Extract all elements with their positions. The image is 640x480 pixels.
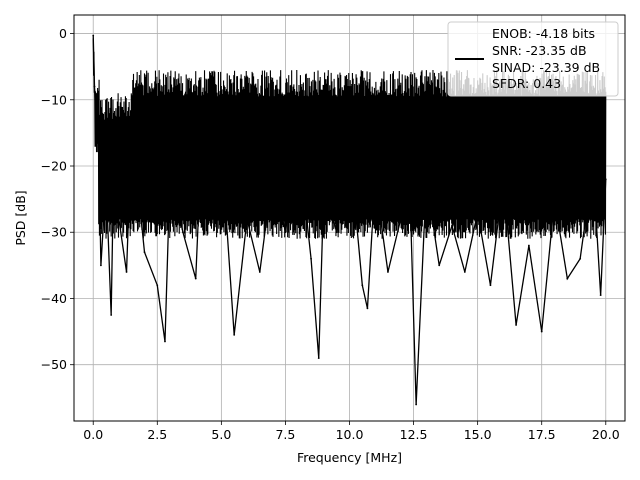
psd-data-point — [97, 125, 100, 128]
psd-data-point — [284, 231, 287, 234]
psd-data-point — [399, 218, 402, 220]
legend-entry-sinad: SINAD: -23.39 dB — [492, 60, 600, 75]
x-tick-label: 17.5 — [528, 427, 556, 442]
psd-data-point — [415, 403, 418, 406]
psd-data-point — [297, 138, 300, 141]
x-axis-label: Frequency [MHz] — [297, 450, 402, 465]
y-tick-label: −10 — [41, 92, 67, 107]
psd-data-point — [476, 211, 479, 214]
x-tick-label: 5.0 — [211, 427, 231, 442]
psd-data-point — [387, 271, 389, 273]
psd-data-point — [117, 218, 120, 220]
psd-data-point — [105, 178, 107, 181]
psd-data-point — [125, 271, 128, 273]
psd-data-point — [374, 178, 377, 181]
x-tick-label: 7.5 — [275, 427, 295, 442]
psd-data-point — [540, 330, 543, 333]
psd-data-point — [220, 145, 223, 148]
legend-entry-snr: SNR: -23.35 dB — [492, 43, 587, 58]
psd-data-point — [463, 271, 466, 273]
legend: ENOB: -4.18 bits SNR: -23.35 dB SINAD: -… — [447, 21, 619, 97]
x-tick-label: 15.0 — [464, 427, 492, 442]
psd-data-point — [553, 198, 556, 201]
psd-data-point — [566, 277, 569, 280]
psd-data-point — [335, 231, 338, 234]
psd-data-point — [202, 98, 205, 101]
legend-entry-enob: ENOB: -4.18 bits — [492, 26, 595, 41]
psd-data-point — [93, 85, 96, 88]
psd-data-point — [348, 145, 351, 148]
x-tick-label: 12.5 — [400, 427, 428, 442]
psd-data-point — [130, 125, 133, 128]
y-axis-label: PSD [dB] — [13, 190, 28, 245]
psd-noise-trace — [92, 38, 607, 239]
psd-data-point — [317, 357, 320, 359]
psd-data-point — [210, 224, 213, 227]
psd-data-point — [310, 257, 312, 260]
psd-data-point — [407, 138, 410, 141]
psd-data-point — [246, 218, 248, 220]
psd-data-point — [579, 257, 582, 260]
x-axis: 0.0 2.5 5.0 7.5 10.0 12.5 15.0 17.5 20.0 — [83, 421, 620, 442]
psd-data-point — [425, 178, 428, 181]
psd-data-point — [592, 165, 594, 167]
data-layer — [92, 34, 607, 406]
y-tick-label: −40 — [41, 291, 67, 306]
psd-data-point — [258, 271, 261, 273]
y-tick-label: −30 — [41, 225, 67, 240]
psd-data-point — [515, 324, 517, 326]
psd-data-point — [489, 284, 492, 287]
psd-data-point — [94, 112, 97, 114]
psd-data-point — [438, 264, 441, 267]
y-axis: 0 −10 −20 −30 −40 −50 — [41, 26, 74, 372]
psd-data-point — [143, 251, 146, 254]
psd-data-point — [361, 284, 364, 287]
psd-data-point — [322, 184, 325, 187]
y-tick-label: −50 — [41, 357, 67, 372]
y-tick-label: −20 — [41, 159, 67, 174]
psd-data-point — [502, 178, 505, 181]
psd-series-line — [92, 35, 607, 405]
psd-data-point — [599, 294, 602, 297]
psd-data-point — [156, 284, 159, 287]
psd-data-point — [112, 165, 115, 167]
x-tick-label: 0.0 — [83, 427, 103, 442]
x-tick-label: 20.0 — [592, 427, 620, 442]
psd-data-point — [451, 224, 453, 227]
psd-data-point — [527, 244, 530, 247]
psd-data-point — [233, 333, 236, 336]
y-tick-label: 0 — [59, 26, 67, 41]
legend-box — [447, 21, 619, 97]
x-tick-label: 2.5 — [147, 427, 167, 442]
psd-data-point — [100, 264, 102, 267]
psd-data-point — [92, 34, 95, 37]
psd-data-point — [604, 178, 607, 181]
psd-data-point — [194, 277, 197, 280]
psd-data-point — [366, 307, 369, 310]
psd-data-point — [110, 314, 113, 316]
psd-data-point — [271, 171, 274, 174]
legend-entry-sfdr: SFDR: 0.43 — [492, 76, 561, 91]
psd-data-point — [182, 231, 184, 234]
psd-data-point — [164, 340, 166, 343]
x-tick-label: 10.0 — [336, 427, 364, 442]
psd-data-point — [169, 171, 172, 174]
